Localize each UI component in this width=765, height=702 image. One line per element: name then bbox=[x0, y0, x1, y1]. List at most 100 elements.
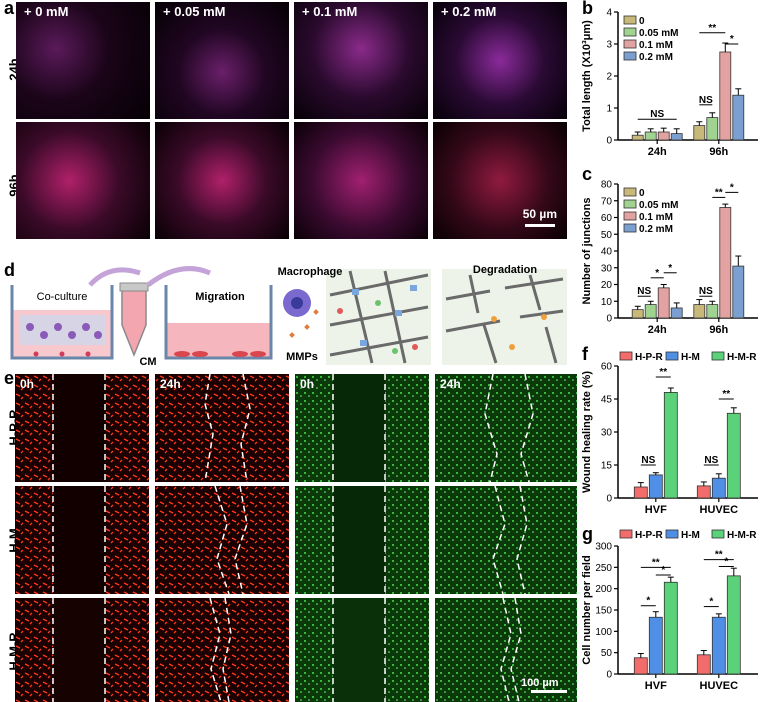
legend-label: 0 bbox=[639, 16, 645, 27]
bar bbox=[726, 412, 741, 499]
micrograph-24h-0mM: + 0 mM bbox=[16, 2, 150, 119]
legend-swatch bbox=[665, 351, 679, 361]
micrograph-96h-005mM bbox=[155, 122, 289, 239]
label-coculture: Co-culture bbox=[37, 291, 88, 303]
micrograph-96h-02mM: 50 µm bbox=[433, 122, 567, 239]
coculture-dish bbox=[10, 285, 114, 360]
y-tick-label: 150 bbox=[595, 606, 612, 617]
legend-label: H-M-R bbox=[727, 352, 757, 363]
bar bbox=[657, 287, 670, 319]
x-tick-label: HUVEC bbox=[700, 504, 739, 516]
legend-swatch bbox=[711, 529, 725, 539]
panel-label-b: b bbox=[582, 0, 593, 18]
significance-label: NS bbox=[641, 455, 655, 466]
bar bbox=[633, 486, 648, 499]
y-axis-label: Wound healing rate (%) bbox=[581, 371, 593, 493]
legend-label: 0 bbox=[639, 188, 645, 199]
y-tick-label: 50 bbox=[601, 648, 613, 659]
chart-c: 0 10 20 30 40 50 60 70 80 Number of junctions 24h 9… bbox=[581, 180, 758, 336]
bar bbox=[633, 657, 648, 675]
time-label-24h-red: 24h bbox=[160, 377, 181, 391]
significance-label: * bbox=[668, 263, 672, 274]
y-tick-label: 15 bbox=[601, 461, 613, 472]
y-tick-label: 20 bbox=[601, 280, 613, 291]
bar bbox=[644, 304, 657, 319]
significance-label: * bbox=[661, 565, 665, 576]
bar bbox=[644, 131, 657, 141]
micrograph-24h-005mM: + 0.05 mM bbox=[155, 2, 289, 119]
significance-label: NS bbox=[699, 95, 713, 106]
scale-bar-e bbox=[531, 690, 567, 693]
y-tick-label: 200 bbox=[595, 584, 612, 595]
bar bbox=[726, 575, 741, 675]
significance-label: * bbox=[730, 182, 734, 193]
significance-label: * bbox=[709, 597, 713, 608]
label-macrophage: Macrophage bbox=[278, 266, 343, 278]
significance-label: NS bbox=[650, 109, 664, 120]
micrograph-24h-02mM: + 0.2 mM bbox=[433, 2, 567, 119]
bar bbox=[670, 307, 683, 319]
significance-label: NS bbox=[704, 455, 718, 466]
panel-e-images: 0h 24h 0h 24h 100 µm bbox=[15, 374, 577, 702]
micrograph-96h-01mM bbox=[294, 122, 428, 239]
y-tick-label: 30 bbox=[601, 428, 613, 439]
legend-swatch bbox=[623, 27, 637, 37]
red-images bbox=[15, 374, 289, 702]
bar bbox=[706, 117, 719, 141]
significance-label: * bbox=[730, 34, 734, 45]
y-tick-label: 1 bbox=[606, 104, 612, 115]
scale-bar-label-a: 50 µm bbox=[522, 207, 557, 221]
x-tick-label: HVF bbox=[645, 680, 667, 692]
panel-label-c: c bbox=[582, 164, 593, 184]
significance-label: ** bbox=[652, 557, 660, 568]
bar bbox=[696, 485, 711, 499]
micrograph-24h-01mM: + 0.1 mM bbox=[294, 2, 428, 119]
significance-label: * bbox=[655, 268, 659, 279]
bar bbox=[719, 207, 732, 319]
bar bbox=[657, 131, 670, 141]
legend-swatch bbox=[623, 39, 637, 49]
legend-label: H-P-R bbox=[635, 352, 664, 363]
scale-bar-label-e: 100 µm bbox=[521, 677, 559, 689]
legend-swatch bbox=[623, 15, 637, 25]
y-tick-label: 250 bbox=[595, 563, 612, 574]
label-degradation: Degradation bbox=[473, 264, 537, 276]
y-tick-label: 0 bbox=[606, 494, 612, 505]
time-label-24h-green: 24h bbox=[440, 377, 461, 391]
y-tick-label: 0 bbox=[606, 670, 612, 681]
panel-d-schematic: Co-culture CM Migration Macrophage MMPs … bbox=[10, 264, 567, 368]
migration-dish bbox=[164, 285, 273, 360]
col-label-0mM: + 0 mM bbox=[24, 4, 69, 19]
significance-label: * bbox=[724, 556, 728, 567]
time-label-0h-green: 0h bbox=[300, 377, 314, 391]
x-tick-label: 24h bbox=[648, 146, 667, 158]
y-tick-label: 45 bbox=[601, 395, 613, 406]
wound-edges bbox=[52, 374, 534, 702]
legend-swatch bbox=[623, 199, 637, 209]
panel-label-d: d bbox=[4, 260, 15, 280]
y-tick-label: 60 bbox=[601, 213, 613, 224]
significance-label: * bbox=[646, 596, 650, 607]
x-tick-label: 96h bbox=[709, 146, 728, 158]
legend-swatch bbox=[711, 351, 725, 361]
x-tick-label: 96h bbox=[709, 324, 728, 336]
y-tick-label: 2 bbox=[606, 72, 612, 83]
bar bbox=[631, 134, 644, 141]
label-cm: CM bbox=[139, 356, 156, 368]
legend-label: H-M bbox=[681, 352, 700, 363]
legend-swatch bbox=[623, 187, 637, 197]
y-tick-label: 3 bbox=[606, 40, 612, 51]
significance-label: ** bbox=[715, 550, 723, 561]
time-label-0h-red: 0h bbox=[20, 377, 34, 391]
bar bbox=[670, 133, 683, 141]
bar bbox=[696, 654, 711, 675]
legend-label: 0.1 mM bbox=[639, 40, 673, 51]
bar bbox=[631, 309, 644, 319]
x-tick-label: HUVEC bbox=[700, 680, 739, 692]
y-tick-label: 50 bbox=[601, 230, 613, 241]
legend-label: 0.1 mM bbox=[639, 212, 673, 223]
bar bbox=[732, 94, 745, 141]
legend-swatch bbox=[665, 529, 679, 539]
label-mmps: MMPs bbox=[286, 351, 318, 363]
